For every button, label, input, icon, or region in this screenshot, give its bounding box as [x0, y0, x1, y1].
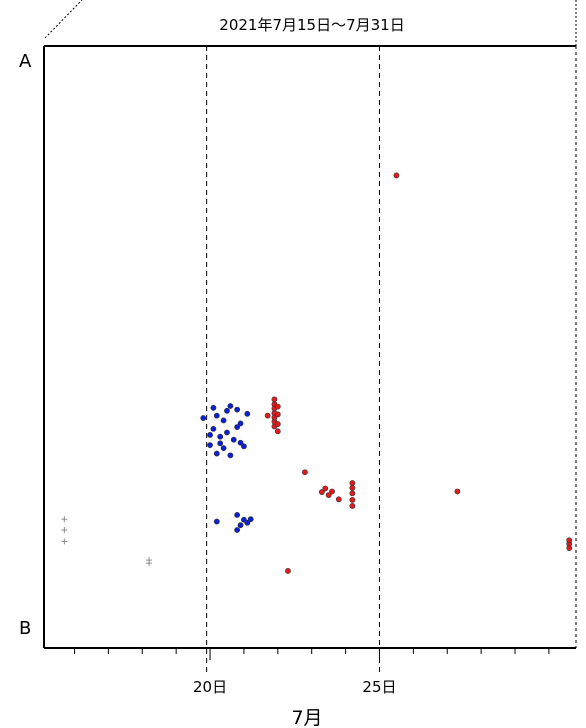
red-point-4	[285, 568, 291, 574]
blue-point-9	[220, 445, 227, 452]
gray-plus-point-4	[146, 557, 153, 564]
gray-plus-point-1	[61, 527, 68, 534]
red-point-10	[329, 488, 335, 495]
y-axis-top-label: A	[19, 51, 32, 72]
blue-point-10	[237, 439, 244, 446]
red-point-1	[264, 412, 271, 419]
blue-point-0	[213, 412, 220, 419]
red-point-6	[566, 545, 573, 551]
blue-point-14	[241, 443, 247, 450]
blue-point-7	[230, 436, 237, 443]
blue-point-8	[207, 442, 213, 449]
blue-point-15	[220, 417, 227, 424]
red-point-3	[454, 488, 461, 495]
red-point-26	[274, 421, 281, 427]
red-point-12	[318, 489, 325, 495]
y-axis-bottom-label: B	[19, 618, 31, 639]
blue-point-11	[213, 450, 220, 457]
x-tick-labels: 20日 25日	[193, 678, 397, 696]
red-point-13	[349, 503, 356, 509]
chart-title: 2021年7月15日〜7月31日	[219, 16, 404, 34]
blue-point-23	[234, 512, 241, 518]
blue-point-2	[237, 420, 244, 427]
x-tick-label-20: 20日	[193, 678, 227, 696]
red-point-24	[271, 396, 278, 403]
red-point-8	[322, 485, 329, 492]
blue-point-28	[247, 516, 254, 523]
blue-point-16	[210, 404, 217, 411]
blue-point-12	[227, 452, 234, 459]
blue-point-27	[244, 519, 251, 526]
blue-point-13	[200, 415, 207, 421]
red-point-28	[274, 403, 281, 410]
blue-point-3	[210, 425, 217, 432]
gray-plus-point-2	[61, 516, 68, 523]
blue-point-21	[224, 429, 230, 436]
blue-point-5	[234, 424, 241, 430]
red-point-7	[566, 537, 573, 544]
gridlines	[206, 46, 380, 676]
x-tick-label-25: 25日	[362, 678, 396, 696]
gray-plus-point-0	[61, 538, 68, 545]
red-point-0	[393, 172, 400, 179]
blue-point-25	[234, 527, 241, 533]
blue-point-1	[224, 407, 230, 414]
blue-point-17	[234, 406, 241, 413]
red-point-15	[349, 490, 356, 497]
blue-point-22	[213, 518, 220, 525]
blue-point-19	[244, 410, 251, 417]
blue-point-4	[227, 403, 234, 409]
blue-point-18	[217, 440, 224, 447]
data-points	[61, 172, 573, 574]
red-point-25	[274, 428, 281, 435]
blue-point-20	[207, 431, 213, 438]
red-point-14	[349, 497, 356, 503]
red-point-27	[274, 411, 281, 418]
red-point-2	[302, 469, 308, 476]
blue-point-6	[217, 433, 224, 440]
blue-point-24	[237, 522, 244, 529]
corner-guide-left	[44, 0, 83, 39]
red-point-16	[349, 484, 356, 491]
x-axis-label: 7月	[291, 707, 322, 728]
minor-ticks	[73, 648, 550, 660]
red-point-17	[349, 480, 356, 486]
red-point-11	[335, 496, 342, 503]
red-point-9	[325, 492, 332, 498]
